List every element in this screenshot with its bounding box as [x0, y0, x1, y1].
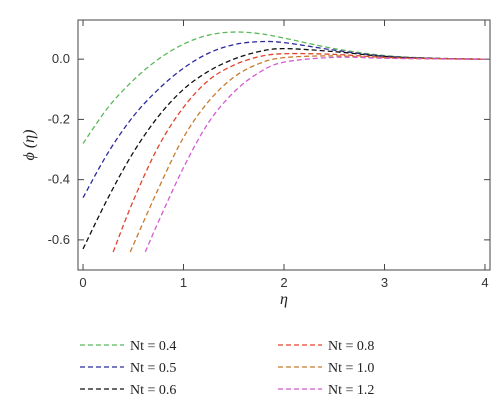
legend-label: Nt = 0.4: [130, 339, 176, 354]
legend: Nt = 0.4 Nt = 0.5 Nt = 0.6 Nt = 0.8 Nt = 1.0…: [80, 339, 374, 398]
series-line-3: [82, 47, 485, 250]
y-axis: 0.0 -0.2 -0.4 -0.6: [48, 51, 490, 247]
x-tick-label: 4: [481, 275, 488, 290]
series-line-4: [112, 52, 485, 253]
y-axis-label: ϕ (η): [21, 130, 38, 161]
legend-label: Nt = 0.5: [130, 361, 176, 376]
x-tick-label: 1: [180, 275, 187, 290]
x-axis-label: η: [280, 291, 288, 308]
series-line-2: [82, 40, 485, 199]
series-line-6: [144, 56, 485, 253]
x-tick-label: 0: [79, 275, 86, 290]
y-tick-label: -0.2: [48, 111, 70, 126]
legend-label: Nt = 0.6: [130, 383, 176, 398]
x-axis: 0 1 2 3 4: [79, 20, 489, 290]
legend-label: Nt = 1.0: [328, 361, 374, 376]
series-line-1: [82, 31, 485, 144]
series-line-5: [129, 55, 485, 253]
y-tick-label: -0.6: [48, 232, 70, 247]
x-tick-label: 2: [280, 275, 287, 290]
y-tick-label: 0.0: [52, 51, 70, 66]
x-tick-label: 3: [381, 275, 388, 290]
legend-label: Nt = 0.8: [328, 339, 374, 354]
legend-label: Nt = 1.2: [328, 383, 374, 398]
y-tick-label: -0.4: [48, 172, 70, 187]
series-lines: [82, 31, 485, 253]
